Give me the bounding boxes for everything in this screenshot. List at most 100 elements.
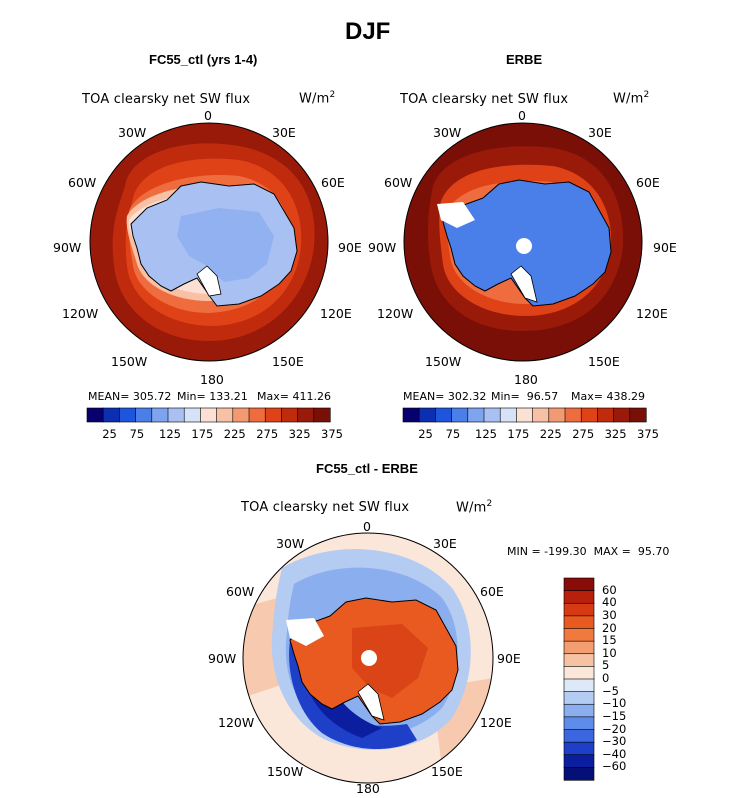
p3-lon-150e: 150E [431,764,463,779]
colorbar-tick-label: 225 [223,427,246,441]
p3-lon-30e: 30E [433,536,457,551]
colorbar-tick-label: 175 [507,427,530,441]
p3-lon-150w: 150W [267,764,304,779]
colorbar-swatch [563,615,595,630]
panel3-units: W/m2 [456,499,493,516]
p1-lon-150w: 150W [111,354,148,369]
colorbar-swatch [119,407,137,423]
colorbar-swatch [563,729,595,743]
colorbar-swatch [167,407,185,423]
colorbar-swatch [563,628,595,642]
colorbar-tick-label: −15 [602,708,627,723]
colorbar-swatch [281,407,299,423]
p2-lon-90w: 90W [368,240,397,255]
colorbar-swatch [264,407,282,423]
colorbar-tick-label: 15 [602,633,617,648]
colorbar-swatch [516,407,534,423]
p1-lon-120w: 120W [62,306,99,321]
p1-lon-60e: 60E [321,175,345,190]
colorbar-tick-label: 0 [602,671,610,685]
colorbar-swatch [248,407,266,423]
panel1-stats-min: Min= 133.21 [177,390,248,403]
panel3-colorbar-ticks: 60 40 30 20 15 10 5 0 −5 −10 −15 −20 −30 −40 −60 [600,578,640,780]
colorbar-swatch [563,577,595,592]
figure-title: DJF [345,18,391,45]
p2-lon-0: 0 [518,108,526,123]
colorbar-swatch [563,716,595,731]
colorbar-swatch [563,640,595,655]
p3-lon-120e: 120E [480,715,512,730]
colorbar-swatch [467,407,485,423]
colorbar-swatch [183,407,201,423]
p2-lon-30w: 30W [433,125,462,140]
colorbar-swatch [232,407,250,423]
panel2-map [403,122,643,362]
colorbar-swatch [629,407,647,423]
p1-lon-30w: 30W [118,125,147,140]
p3-lon-60w: 60W [226,584,255,599]
colorbar-tick-label: 75 [445,427,461,441]
colorbar-swatch [563,678,595,693]
colorbar-swatch [563,590,595,604]
colorbar-swatch [499,407,517,423]
colorbar-swatch [613,407,631,423]
p2-lon-150w: 150W [425,354,462,369]
colorbar-swatch [532,407,550,423]
colorbar-swatch [435,407,453,423]
colorbar-swatch [563,741,595,756]
p1-lon-60w: 60W [68,175,97,190]
colorbar-tick-label: 375 [321,427,343,441]
colorbar-tick-label: 125 [475,427,497,441]
p1-lon-150e: 150E [272,354,304,369]
p2-lon-90e: 90E [653,240,677,255]
p3-lon-60e: 60E [480,584,504,599]
panel3-field-label: TOA clearsky net SW flux [241,500,410,515]
panel2-stats-min: Min= 96.57 [491,390,559,403]
panel3-colorbar [563,577,595,781]
colorbar-swatch [563,767,595,781]
colorbar-swatch [313,407,331,423]
p3-lon-30w: 30W [276,536,305,551]
panel3-subtitle: FC55_ctl - ERBE [316,461,418,476]
panel1-colorbar-ticks: 25 75 125 175 225 275 325 375 [87,425,343,441]
colorbar-tick-label: 125 [159,427,181,441]
colorbar-swatch [564,407,582,423]
colorbar-swatch [483,407,501,423]
panel2-stats-max: Max= 438.29 [571,390,645,403]
panel1-map [89,122,329,362]
colorbar-swatch [563,691,595,705]
colorbar-swatch [200,407,218,423]
colorbar-swatch [563,653,595,667]
colorbar-swatch [151,407,169,423]
colorbar-swatch [597,407,615,423]
p2-lon-30e: 30E [588,125,612,140]
p1-lon-30e: 30E [272,125,296,140]
panel2-units: W/m2 [613,90,650,107]
p1-lon-180: 180 [200,372,224,387]
colorbar-tick-label: 225 [539,427,562,441]
panel2-colorbar [402,407,647,423]
panel1-units: W/m2 [299,90,336,107]
colorbar-swatch [216,407,234,423]
colorbar-tick-label: 20 [602,620,617,635]
colorbar-swatch [563,754,595,768]
colorbar-tick-label: 5 [602,658,610,673]
colorbar-swatch [451,407,469,423]
colorbar-tick-label: 30 [602,607,617,622]
p2-lon-120w: 120W [377,306,414,321]
p1-lon-0: 0 [204,108,212,123]
colorbar-swatch [548,407,566,423]
panel1-stats-max: Max= 411.26 [257,390,331,403]
panel1-colorbar [86,407,331,423]
colorbar-tick-label: −60 [602,759,627,774]
colorbar-tick-label: −20 [602,721,627,736]
p2-lon-60e: 60E [636,175,660,190]
colorbar-tick-label: 275 [256,427,279,441]
p3-lon-180: 180 [356,781,380,796]
p3-lon-0: 0 [363,519,371,534]
colorbar-tick-label: 40 [602,595,617,610]
colorbar-swatch [102,407,121,423]
panel2-stats-mean: MEAN= 302.32 [403,390,487,403]
panel2-subtitle: ERBE [506,52,543,67]
colorbar-tick-label: −10 [602,696,627,711]
